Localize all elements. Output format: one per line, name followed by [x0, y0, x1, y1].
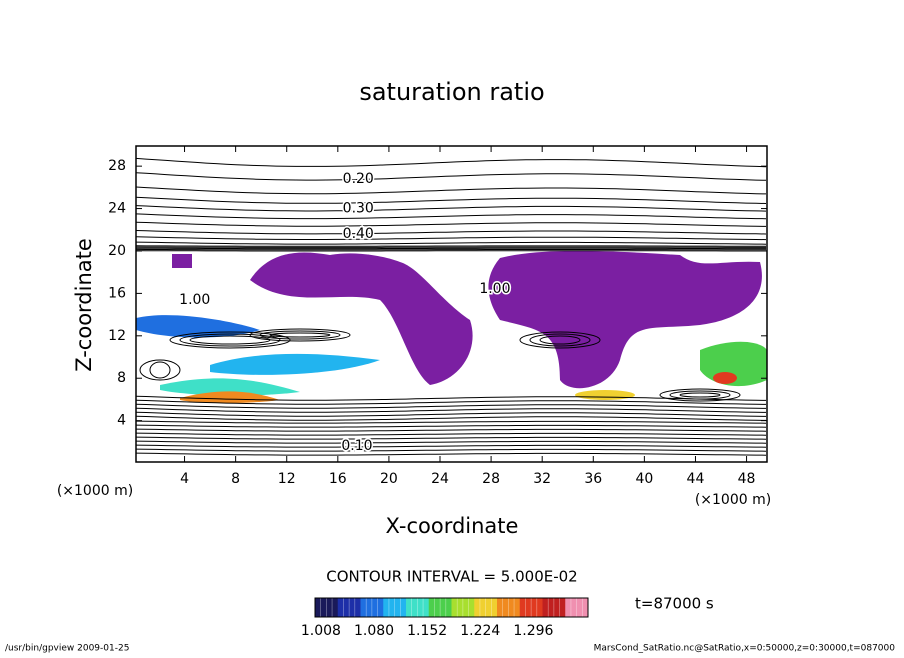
- time-label: t=87000 s: [635, 595, 714, 613]
- colorbar-tick-label: 1.152: [407, 623, 447, 639]
- footer-right: MarsCond_SatRatio.nc@SatRatio,x=0:50000,…: [594, 644, 896, 654]
- x-tick-label: 20: [380, 471, 398, 487]
- x-tick-label: 48: [738, 471, 756, 487]
- y-unit: (×1000 m): [57, 483, 133, 499]
- contour-label: 1.00: [479, 281, 510, 297]
- colorbar-tick-label: 1.296: [513, 623, 553, 639]
- x-tick-label: 44: [687, 471, 705, 487]
- colorbar-tick-label: 1.008: [301, 623, 341, 639]
- y-tick-label: 16: [108, 285, 126, 301]
- colorbar-tick-label: 1.080: [354, 623, 394, 639]
- contour-label: 0.30: [343, 201, 374, 217]
- x-tick-label: 28: [482, 471, 500, 487]
- contour-label: 0.40: [343, 226, 374, 242]
- contour-interval: CONTOUR INTERVAL = 5.000E-02: [326, 568, 577, 586]
- y-tick-label: 8: [117, 370, 126, 386]
- x-tick-label: 12: [278, 471, 296, 487]
- footer-left: /usr/bin/gpview 2009-01-25: [5, 644, 129, 654]
- contour-label: 0.20: [343, 171, 374, 187]
- y-tick-label: 28: [108, 158, 126, 174]
- y-tick-label: 4: [117, 413, 126, 429]
- x-tick-label: 36: [584, 471, 602, 487]
- x-tick-label: 24: [431, 471, 449, 487]
- y-axis-label: Z-coordinate: [72, 238, 96, 372]
- contour-label: 0.10: [341, 438, 372, 454]
- x-tick-label: 16: [329, 471, 347, 487]
- x-tick-label: 32: [533, 471, 551, 487]
- y-tick-label: 24: [108, 201, 126, 217]
- x-tick-label: 40: [635, 471, 653, 487]
- colorbar-tick-label: 1.224: [460, 623, 500, 639]
- x-axis-label: X-coordinate: [386, 514, 519, 538]
- chart-title: saturation ratio: [359, 78, 544, 106]
- y-tick-label: 20: [108, 243, 126, 259]
- x-unit: (×1000 m): [695, 492, 771, 508]
- contour-label: 1.00: [179, 292, 210, 308]
- x-tick-label: 4: [180, 471, 189, 487]
- x-tick-label: 8: [231, 471, 240, 487]
- y-tick-label: 12: [108, 328, 126, 344]
